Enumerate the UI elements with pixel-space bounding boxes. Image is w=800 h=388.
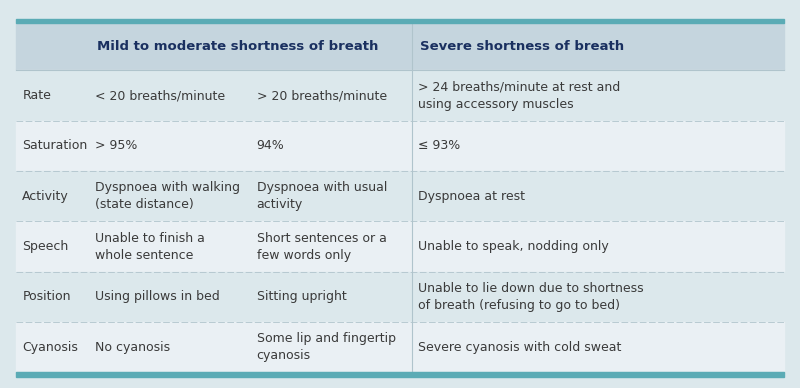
Bar [16,19,784,23]
Text: Using pillows in bed: Using pillows in bed [95,291,220,303]
Text: Saturation: Saturation [22,139,88,152]
Text: Severe shortness of breath: Severe shortness of breath [419,40,624,54]
Text: Dyspnoea with walking
(state distance): Dyspnoea with walking (state distance) [95,181,240,211]
Text: > 95%: > 95% [95,139,138,152]
Bar [16,322,784,372]
Bar [16,222,784,272]
Text: > 20 breaths/minute: > 20 breaths/minute [257,89,386,102]
Text: Unable to finish a
whole sentence: Unable to finish a whole sentence [95,232,206,262]
Text: 94%: 94% [257,139,284,152]
Bar [16,272,784,322]
Text: Dyspnoea at rest: Dyspnoea at rest [418,190,525,203]
Text: > 24 breaths/minute at rest and
using accessory muscles: > 24 breaths/minute at rest and using ac… [418,81,620,111]
Text: Some lip and fingertip
cyanosis: Some lip and fingertip cyanosis [257,332,396,362]
Bar [16,70,784,121]
Text: Activity: Activity [22,190,69,203]
Text: No cyanosis: No cyanosis [95,341,170,354]
Bar [16,372,784,377]
Bar [16,121,784,171]
Text: Severe cyanosis with cold sweat: Severe cyanosis with cold sweat [418,341,622,354]
Text: Position: Position [22,291,71,303]
Text: Dyspnoea with usual
activity: Dyspnoea with usual activity [257,181,387,211]
Bar [16,23,784,71]
Text: Unable to lie down due to shortness
of breath (refusing to go to bed): Unable to lie down due to shortness of b… [418,282,643,312]
Text: Unable to speak, nodding only: Unable to speak, nodding only [418,240,609,253]
Text: < 20 breaths/minute: < 20 breaths/minute [95,89,226,102]
Bar [16,171,784,222]
Text: Short sentences or a
few words only: Short sentences or a few words only [257,232,386,262]
Text: ≤ 93%: ≤ 93% [418,139,460,152]
Text: Cyanosis: Cyanosis [22,341,78,354]
Text: Sitting upright: Sitting upright [257,291,346,303]
Text: Speech: Speech [22,240,69,253]
Text: Rate: Rate [22,89,51,102]
Text: Mild to moderate shortness of breath: Mild to moderate shortness of breath [97,40,378,54]
